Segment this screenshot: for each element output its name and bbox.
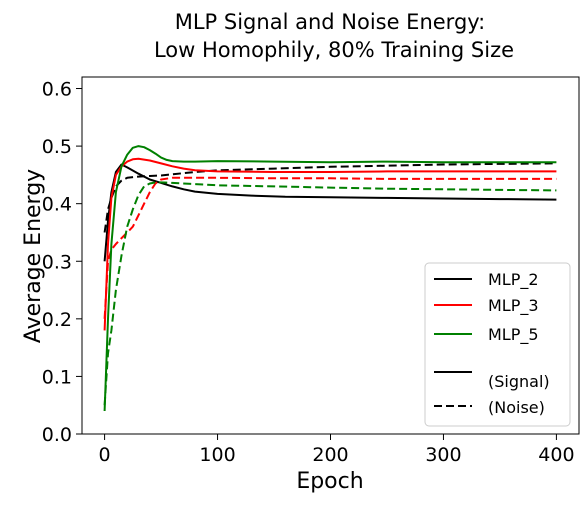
series-line-mlp-3-signal (103, 157, 557, 331)
y-tick-label: 0.2 (42, 309, 72, 331)
chart-title-line-1: MLP Signal and Noise Energy: (175, 10, 486, 34)
axis-ticks: 0 100 200 300 400 0.0 0.1 0.2 0.3 0.4 0.5 0.6 (42, 79, 575, 466)
legend: MLP_2 MLP_3 MLP_5 (Signal) (Noise) (424, 262, 571, 427)
series-line-mlp-5-signal (103, 145, 557, 412)
chart-title-line-2: Low Homophily, 80% Training Size (154, 38, 514, 62)
legend-label-mlp-2: MLP_2 (488, 270, 539, 290)
series-line-mlp-5-noise (103, 181, 557, 406)
series-line-mlp-2-signal (103, 163, 557, 262)
series-line-mlp-2-noise (103, 162, 557, 233)
y-tick-label: 0.4 (42, 194, 72, 216)
plot-frame (81, 76, 580, 435)
legend-box (424, 262, 571, 427)
x-tick-label: 0 (99, 444, 111, 466)
legend-label-noise: (Noise) (488, 398, 545, 417)
x-axis-label: Epoch (296, 469, 363, 494)
y-tick-label: 0.6 (42, 79, 72, 101)
legend-label-mlp-5: MLP_5 (488, 325, 539, 345)
legend-label-mlp-3: MLP_3 (488, 296, 539, 316)
y-axis-label: Average Energy (21, 169, 46, 343)
x-tick-label: 400 (538, 444, 574, 466)
legend-label-signal: (Signal) (488, 372, 550, 391)
y-tick-label: 0.5 (42, 136, 72, 158)
y-tick-label: 0.0 (42, 424, 72, 446)
series-group (103, 145, 557, 412)
y-tick-label: 0.3 (42, 251, 72, 273)
x-tick-label: 300 (425, 444, 461, 466)
y-tick-label: 0.1 (42, 366, 72, 388)
series-line-mlp-3-noise (103, 176, 557, 319)
x-tick-label: 100 (199, 444, 235, 466)
x-tick-label: 200 (312, 444, 348, 466)
